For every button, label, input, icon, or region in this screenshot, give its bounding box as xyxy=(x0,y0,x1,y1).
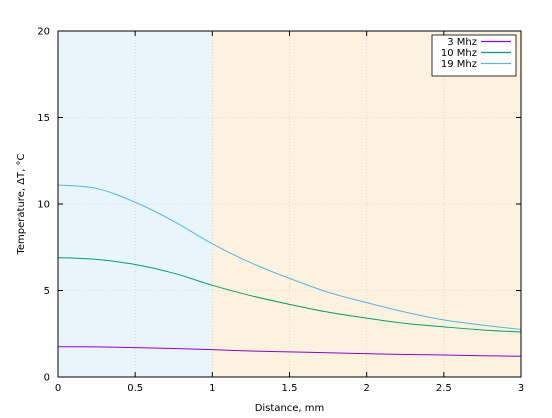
y-tick-label-1: 5 xyxy=(44,286,50,297)
legend-label-0: 3 Mhz xyxy=(447,37,477,48)
x-tick-label-1: 0.5 xyxy=(127,383,143,394)
series-line-2 xyxy=(57,184,522,330)
y-tick-label-4: 20 xyxy=(37,27,50,38)
y-tick-label-2: 10 xyxy=(37,200,50,211)
series-line-0 xyxy=(57,346,522,357)
x-tick-label-2: 1 xyxy=(209,383,215,394)
y-tick-label-3: 15 xyxy=(37,113,50,124)
x-tick-label-0: 0 xyxy=(55,383,61,394)
x-tick-label-6: 3 xyxy=(518,383,524,394)
x-tick-label-5: 2.5 xyxy=(436,383,452,394)
legend-label-1: 10 Mhz xyxy=(441,48,477,59)
series-lines xyxy=(57,184,522,357)
y-tick-label-0: 0 xyxy=(44,373,50,384)
x-tick-label-3: 1.5 xyxy=(282,383,298,394)
series-line-1 xyxy=(57,257,522,333)
grid xyxy=(58,31,521,377)
x-tick-label-4: 2 xyxy=(363,383,369,394)
legend-label-2: 19 Mhz xyxy=(441,59,477,70)
y-axis-title: Temperature, ΔT, °C xyxy=(16,153,27,255)
axis-ticks: 0 0.5 1 1.5 2 2.5 3 0 5 10 15 20 xyxy=(37,27,524,395)
x-axis-title: Distance, mm xyxy=(255,403,325,414)
